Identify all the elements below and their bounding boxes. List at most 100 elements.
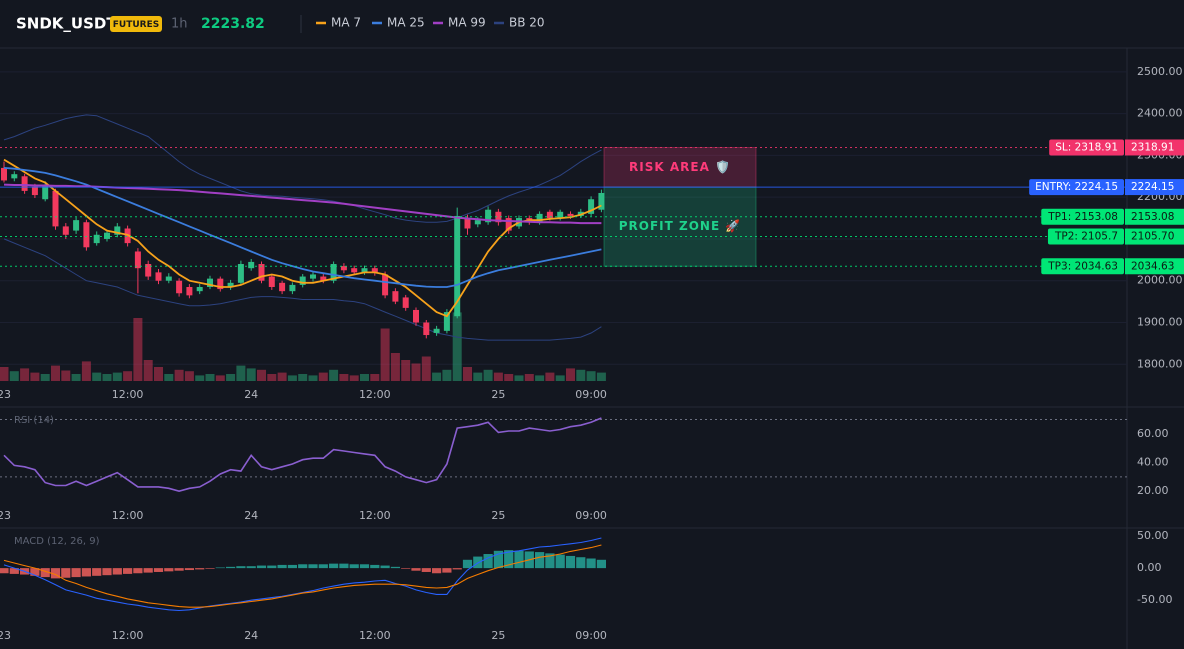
level-tag [1029, 179, 1124, 196]
volume-bar [123, 371, 133, 381]
x-tick-label: 12:00 [112, 509, 144, 522]
macd-histogram-bar [514, 550, 524, 569]
candle-body [145, 264, 152, 277]
volume-bar [339, 374, 349, 381]
y-tick-label: 0.00 [1137, 561, 1162, 574]
candle-body [361, 268, 368, 273]
macd-histogram-bar [236, 566, 246, 569]
legend-label: MA 7 [331, 16, 361, 30]
candle-body [310, 274, 316, 279]
level-tag-text: TP2: 2105.7 [1054, 231, 1118, 243]
volume-bar [349, 375, 359, 381]
candle-body [73, 220, 80, 231]
volume-bar [545, 372, 555, 381]
level-price-tag [1125, 179, 1184, 196]
macd-histogram-bar [153, 568, 164, 572]
macd-histogram-bar [462, 559, 473, 569]
candle-body [155, 272, 162, 281]
x-tick-label: 24 [244, 629, 258, 642]
macd-histogram-bar [256, 565, 267, 569]
candle-body [207, 278, 213, 287]
volume-bar [318, 372, 328, 381]
macd-histogram-bar [164, 568, 174, 572]
candle-body [454, 215, 461, 317]
volume-bar [277, 372, 287, 381]
x-tick-label: 25 [491, 629, 505, 642]
candle-body [495, 211, 502, 223]
volume-bar [267, 374, 277, 381]
level-price-text: 2224.15 [1131, 181, 1174, 193]
y-tick-label: 2400.00 [1137, 107, 1183, 120]
x-tick-label: 24 [244, 388, 258, 401]
macd-histogram-bar [596, 559, 606, 569]
candle-body [165, 276, 172, 281]
candle-body [237, 264, 244, 283]
macd-histogram-bar [576, 557, 586, 569]
macd-histogram-bar [329, 563, 339, 569]
macd-histogram-bar [339, 563, 349, 569]
volume-bar [421, 356, 431, 381]
macd-histogram-bar [30, 568, 40, 576]
macd-line [3, 537, 602, 612]
x-tick-label: 24 [244, 509, 258, 522]
macd-histogram-bar [123, 568, 133, 574]
volume-bar [360, 374, 369, 381]
x-tick-label: 09:00 [575, 388, 607, 401]
candle-body [248, 261, 255, 269]
x-tick-label: 09:00 [575, 629, 607, 642]
level-price-tag [1125, 208, 1184, 225]
volume-bar [329, 369, 339, 381]
candle-body [52, 190, 59, 227]
volume-bar [205, 374, 215, 381]
macd-histogram-bar [40, 568, 50, 578]
macd-histogram-bar [246, 566, 256, 569]
volume-bar [257, 369, 266, 381]
candle-body [474, 220, 481, 225]
volume-bar [0, 367, 9, 381]
candle-body [299, 276, 306, 285]
badge [110, 16, 162, 32]
macd-histogram-bar [61, 568, 71, 578]
level-tag [1041, 208, 1124, 225]
macd-histogram-bar [380, 565, 390, 569]
badge-text: FUTURES [113, 20, 159, 30]
level-tag-text: SL: 2318.91 [1055, 141, 1118, 153]
volume-bar [133, 318, 143, 381]
candle-body [330, 264, 337, 281]
candle-body [351, 268, 358, 273]
candle-body [423, 322, 430, 336]
candle-body [485, 209, 492, 223]
macd-histogram-bar [92, 568, 102, 576]
x-tick-label: 09:00 [575, 509, 607, 522]
y-tick-label: 40.00 [1137, 456, 1169, 469]
volume-bar [442, 369, 452, 381]
volume-bar [514, 375, 524, 381]
macd-histogram-bar [370, 564, 380, 569]
candle-body [433, 328, 440, 333]
macd-histogram-bar [545, 553, 555, 569]
level-price-text: 2105.70 [1131, 231, 1174, 243]
macd-histogram-bar [555, 554, 565, 569]
x-tick-label: 12:00 [112, 629, 144, 642]
candle-body [114, 226, 121, 235]
volume-bar [535, 375, 545, 381]
macd-histogram-bar [102, 568, 112, 576]
volume-bar [20, 368, 30, 381]
ma-line [3, 158, 602, 318]
rsi-line [3, 417, 602, 493]
legend-label: BB 20 [509, 16, 545, 30]
macd-histogram-bar [349, 564, 359, 569]
x-tick-label: 23 [0, 509, 11, 522]
volume-bar [164, 374, 174, 381]
level-price-text: 2318.91 [1131, 141, 1174, 153]
y-tick-label: 1800.00 [1137, 357, 1183, 370]
macd-histogram-bar [401, 568, 411, 569]
candle-body [371, 268, 378, 273]
macd-histogram-bar [298, 564, 308, 569]
macd-histogram-bar [133, 568, 143, 574]
candle-body [546, 211, 553, 219]
macd-histogram-bar [452, 568, 462, 570]
candle-body [413, 309, 419, 323]
volume-bar [71, 374, 81, 381]
x-tick-label: 12:00 [359, 509, 391, 522]
